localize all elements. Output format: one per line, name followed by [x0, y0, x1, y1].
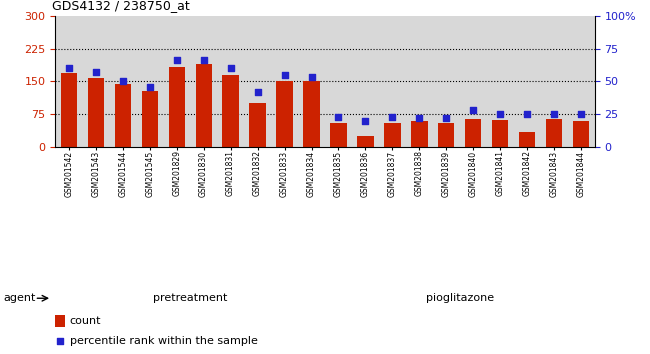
Text: GSM201544: GSM201544 [118, 150, 127, 197]
Bar [519, 132, 536, 147]
Point [144, 84, 155, 90]
Point [306, 75, 317, 80]
Bar [330, 123, 346, 147]
Bar [114, 85, 131, 147]
Bar [546, 119, 562, 147]
Point [280, 72, 290, 78]
Text: GSM201835: GSM201835 [334, 150, 343, 196]
Point [90, 69, 101, 75]
Text: GSM201839: GSM201839 [442, 150, 451, 196]
Text: GSM201844: GSM201844 [577, 150, 586, 196]
Bar [88, 78, 104, 147]
Point [333, 114, 344, 120]
Point [55, 338, 65, 343]
Point [360, 118, 370, 124]
Bar [55, 315, 65, 327]
Point [414, 115, 424, 121]
Text: percentile rank within the sample: percentile rank within the sample [70, 336, 257, 346]
Text: GSM201837: GSM201837 [388, 150, 397, 196]
Bar [358, 136, 374, 147]
Point [495, 111, 506, 117]
Point [576, 111, 586, 117]
Point [522, 111, 532, 117]
Bar [304, 81, 320, 147]
Point [549, 111, 560, 117]
Bar [222, 75, 239, 147]
Point [252, 89, 263, 95]
Bar [60, 73, 77, 147]
Text: GSM201838: GSM201838 [415, 150, 424, 196]
Text: GSM201840: GSM201840 [469, 150, 478, 196]
Bar [465, 119, 482, 147]
Bar [276, 81, 292, 147]
Bar [142, 91, 158, 147]
Bar [438, 123, 454, 147]
Bar [384, 123, 400, 147]
Bar [411, 121, 428, 147]
Bar [168, 67, 185, 147]
Point [441, 115, 452, 121]
Bar [573, 121, 590, 147]
Text: count: count [70, 316, 101, 326]
Text: GSM201843: GSM201843 [550, 150, 559, 196]
Bar [250, 103, 266, 147]
Text: pioglitazone: pioglitazone [426, 293, 494, 303]
Text: GSM201831: GSM201831 [226, 150, 235, 196]
Text: GSM201829: GSM201829 [172, 150, 181, 196]
Text: pretreatment: pretreatment [153, 293, 228, 303]
Bar [196, 64, 212, 147]
Point [468, 107, 478, 113]
Point [64, 65, 74, 71]
Text: GSM201833: GSM201833 [280, 150, 289, 196]
Text: GSM201832: GSM201832 [253, 150, 262, 196]
Text: agent: agent [3, 293, 36, 303]
Text: GSM201543: GSM201543 [91, 150, 100, 197]
Text: GSM201542: GSM201542 [64, 150, 73, 196]
Point [387, 114, 398, 120]
Text: GSM201834: GSM201834 [307, 150, 316, 196]
Text: GSM201842: GSM201842 [523, 150, 532, 196]
Point [226, 65, 236, 71]
Text: GSM201830: GSM201830 [199, 150, 208, 196]
Text: GSM201836: GSM201836 [361, 150, 370, 196]
Point [198, 58, 209, 63]
Point [172, 58, 182, 63]
Text: GDS4132 / 238750_at: GDS4132 / 238750_at [52, 0, 190, 12]
Bar [492, 120, 508, 147]
Text: GSM201841: GSM201841 [496, 150, 505, 196]
Point [118, 79, 128, 84]
Text: GSM201545: GSM201545 [145, 150, 154, 197]
